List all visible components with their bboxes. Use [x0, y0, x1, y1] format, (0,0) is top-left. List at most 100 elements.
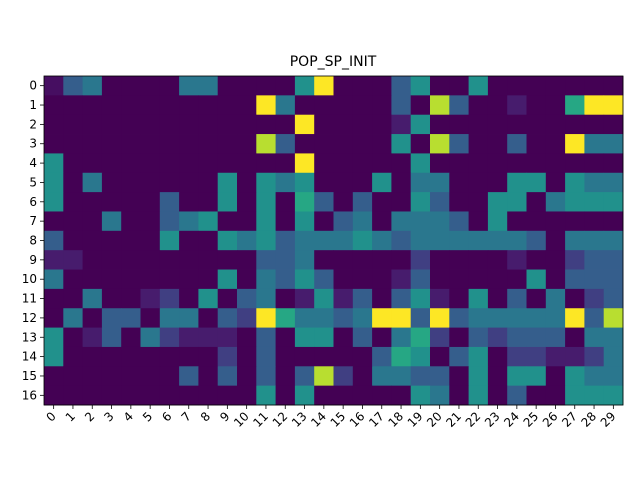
heatmap-cell: [603, 269, 624, 290]
heatmap-cell: [294, 192, 315, 212]
y-tick-label: 3: [29, 137, 37, 151]
heatmap-cell: [584, 172, 605, 193]
heatmap-cell: [352, 192, 373, 212]
heatmap-cell: [526, 308, 547, 328]
heatmap-cell: [237, 95, 257, 116]
heatmap-cell: [526, 76, 547, 96]
heatmap-cell: [101, 385, 122, 406]
x-tick-label: 22: [463, 409, 484, 430]
heatmap-cell: [449, 172, 469, 193]
heatmap-cell: [159, 95, 180, 116]
heatmap-cell: [545, 269, 566, 290]
heatmap-cell: [198, 211, 219, 232]
heatmap-cell: [430, 172, 450, 193]
heatmap-cell: [565, 172, 585, 193]
x-tick-label: 19: [405, 409, 426, 430]
heatmap-cell: [584, 269, 605, 290]
heatmap-cell: [430, 269, 450, 290]
heatmap-cell: [545, 211, 566, 232]
heatmap-cell: [256, 366, 276, 387]
heatmap-cell: [256, 250, 276, 270]
heatmap-cell: [256, 288, 276, 309]
heatmap-cell: [121, 230, 141, 251]
heatmap-cell: [44, 192, 64, 212]
heatmap-cell: [430, 385, 450, 406]
heatmap-cell: [63, 153, 83, 174]
heatmap-cell: [333, 308, 354, 328]
heatmap-cell: [391, 250, 412, 270]
x-tick-label: 17: [366, 409, 387, 430]
heatmap-cell: [545, 250, 566, 270]
heatmap-cell: [101, 211, 122, 232]
heatmap-cell: [487, 95, 508, 116]
heatmap-cell: [487, 134, 508, 154]
heatmap-cell: [314, 269, 334, 290]
heatmap-cell: [333, 269, 354, 290]
heatmap-cell: [198, 327, 219, 348]
y-tick-label: 15: [22, 369, 37, 383]
heatmap-cell: [314, 327, 334, 348]
heatmap-cell: [565, 327, 585, 348]
heatmap-cell: [430, 134, 450, 154]
heatmap-cell: [294, 385, 315, 406]
heatmap-cell: [256, 134, 276, 154]
heatmap-cell: [449, 95, 469, 116]
heatmap-cell: [82, 385, 103, 406]
heatmap-cell: [294, 95, 315, 116]
heatmap-cell: [121, 211, 141, 232]
y-tick-label: 8: [29, 234, 37, 248]
heatmap-cell: [565, 366, 585, 387]
heatmap-cell: [275, 385, 296, 406]
x-tick-label: 24: [501, 409, 522, 430]
heatmap-cell: [449, 76, 469, 96]
heatmap-cell: [294, 153, 315, 174]
heatmap-cell: [82, 288, 103, 309]
heatmap-cell: [294, 76, 315, 96]
heatmap-cell: [603, 76, 624, 96]
heatmap-cell: [507, 211, 527, 232]
heatmap-cell: [526, 250, 547, 270]
x-tick-label: 10: [231, 409, 252, 430]
heatmap-cell: [410, 288, 431, 309]
heatmap-cell: [314, 95, 334, 116]
heatmap-cell: [140, 230, 161, 251]
heatmap-cell: [82, 230, 103, 251]
heatmap-cell: [507, 288, 527, 309]
heatmap-cell: [101, 308, 122, 328]
heatmap-cell: [44, 134, 64, 154]
heatmap-cell: [256, 76, 276, 96]
heatmap-cell: [333, 366, 354, 387]
heatmap-cell: [101, 230, 122, 251]
heatmap-cell: [410, 308, 431, 328]
heatmap-cell: [526, 230, 547, 251]
heatmap-cell: [275, 269, 296, 290]
heatmap-cell: [603, 192, 624, 212]
heatmap-cell: [545, 153, 566, 174]
heatmap-cell: [391, 114, 412, 135]
heatmap-cell: [179, 153, 199, 174]
heatmap-cell: [82, 366, 103, 387]
y-tick-label: 16: [22, 388, 37, 402]
heatmap-cell: [584, 76, 605, 96]
heatmap-cell: [565, 153, 585, 174]
heatmap-cell: [179, 114, 199, 135]
heatmap-cell: [487, 385, 508, 406]
heatmap-cell: [449, 114, 469, 135]
heatmap-cell: [487, 114, 508, 135]
heatmap-cell: [372, 76, 392, 96]
heatmap-cell: [372, 308, 392, 328]
x-tick-label: 8: [198, 409, 213, 424]
heatmap-cell: [314, 114, 334, 135]
heatmap-cell: [217, 230, 238, 251]
heatmap-cell: [63, 288, 83, 309]
heatmap-cell: [584, 288, 605, 309]
heatmap-cell: [101, 114, 122, 135]
heatmap-cell: [275, 230, 296, 251]
heatmap-cell: [603, 250, 624, 270]
heatmap-cell: [237, 288, 257, 309]
heatmap-cell: [44, 230, 64, 251]
heatmap-cell: [63, 308, 83, 328]
heatmap-cell: [603, 230, 624, 251]
heatmap-cell: [565, 211, 585, 232]
